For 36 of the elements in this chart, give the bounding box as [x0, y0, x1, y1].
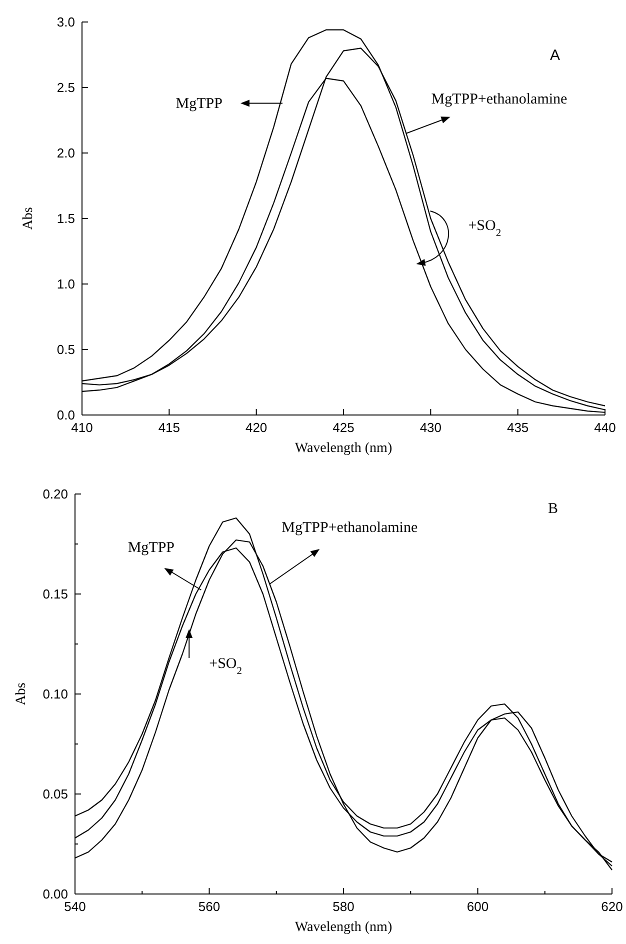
- y-tick-label: 0.20: [42, 486, 68, 502]
- y-tick-label: 0.10: [42, 686, 68, 702]
- y-axis-title: Abs: [14, 682, 29, 706]
- annotation: +SO$_{2}$: [468, 218, 502, 239]
- annotation: MgTPP+ethanolamine: [282, 520, 418, 536]
- x-tick-label: 415: [158, 420, 180, 435]
- y-tick-label: 0.0: [56, 408, 75, 422]
- x-tick-label: 580: [332, 899, 354, 914]
- y-tick-label: 2.0: [56, 146, 75, 160]
- y-tick-label: 0.5: [56, 342, 75, 357]
- annotation: MgTPP: [176, 96, 222, 112]
- y-tick-label: 0.15: [42, 586, 68, 602]
- x-tick-label: 600: [466, 899, 489, 914]
- text: A: [550, 47, 560, 64]
- x-tick-label: 540: [64, 899, 86, 914]
- x-tick-label: 430: [420, 420, 442, 435]
- x-tick-label: 440: [594, 420, 616, 435]
- y-tick-label: 0.05: [42, 786, 68, 802]
- x-axis-title: Wavelength (nm): [294, 920, 392, 935]
- x-tick-label: 420: [245, 420, 268, 435]
- annotation: MgTPP+ethanolamine: [431, 91, 568, 108]
- x-tick-label: 435: [506, 420, 529, 435]
- y-axis-title: Abs: [21, 207, 36, 230]
- x-tick-label: 620: [601, 899, 623, 914]
- x-tick-label: 560: [198, 899, 220, 914]
- annotation: MgTPP: [128, 540, 175, 556]
- x-axis-title: Wavelength (nm): [294, 441, 392, 456]
- x-tick-label: 425: [332, 420, 354, 435]
- y-tick-label: 3.0: [56, 14, 75, 30]
- chart-title: B: [548, 501, 558, 517]
- x-tick-label: 410: [71, 420, 93, 435]
- y-tick-label: 1.5: [56, 211, 75, 226]
- annotation: +SO$_{2}$: [209, 656, 242, 676]
- y-tick-label: 2.5: [56, 80, 75, 95]
- y-tick-label: 0.00: [42, 886, 68, 902]
- y-tick-label: 1.0: [56, 276, 75, 292]
